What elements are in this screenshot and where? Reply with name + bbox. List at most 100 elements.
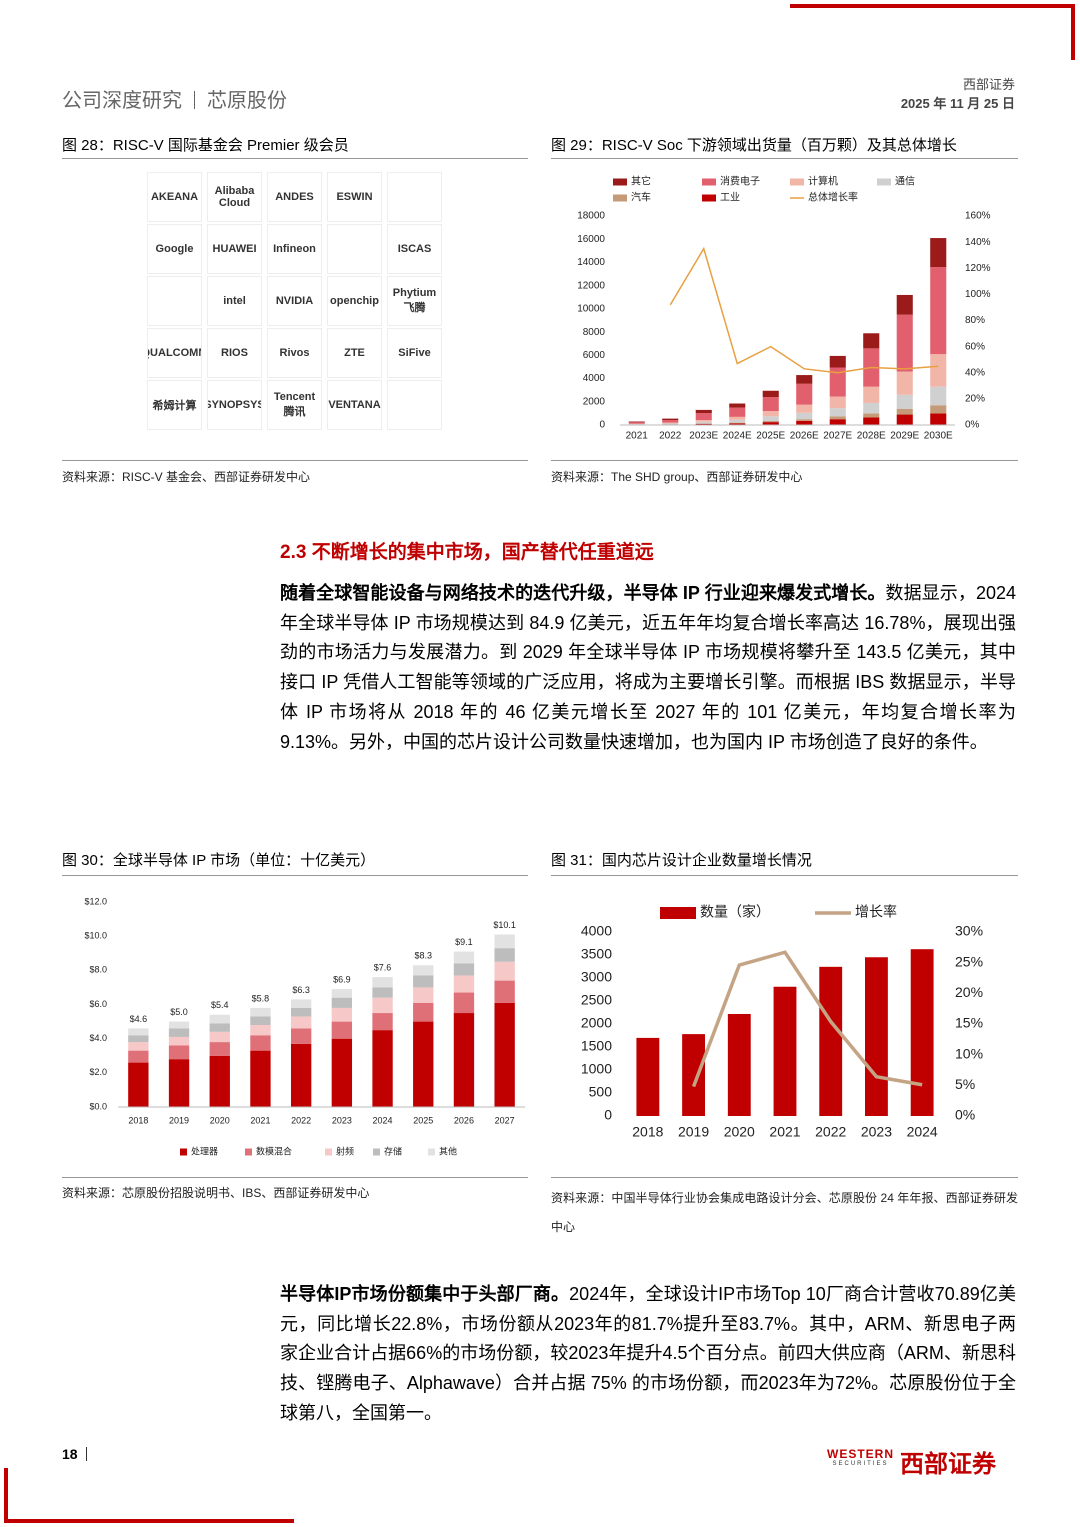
tick-label: 18000 <box>577 211 605 222</box>
bar <box>896 408 913 415</box>
bar <box>413 975 434 988</box>
legend-label: 其它 <box>631 175 651 188</box>
tick-label: 2500 <box>581 992 612 1008</box>
bar <box>250 1007 271 1017</box>
bar <box>773 986 797 1116</box>
x-tick-label: 2030E <box>924 431 953 442</box>
bar <box>628 422 645 424</box>
bar <box>695 409 712 414</box>
bar <box>453 951 475 964</box>
bar <box>695 423 712 425</box>
total-label: $5.8 <box>252 993 270 1003</box>
legend-label: 其他 <box>439 1145 457 1156</box>
x-tick-label: 2029E <box>890 431 919 442</box>
logo-cell: AKEANA <box>147 172 202 222</box>
tick-label: 500 <box>589 1084 613 1100</box>
deco-line <box>1071 4 1075 60</box>
bar <box>290 1007 312 1017</box>
legend-label: 汽车 <box>631 191 651 204</box>
x-tick-label: 2026E <box>790 431 819 442</box>
bar <box>209 1031 230 1043</box>
bar <box>796 375 813 384</box>
rule <box>551 158 1018 159</box>
x-tick-label: 2027 <box>495 1115 515 1125</box>
tick-label: 20% <box>955 984 983 1000</box>
line <box>669 246 939 374</box>
bar <box>372 1013 393 1031</box>
logo-cell: ZTE <box>327 328 382 378</box>
tick-label: $12.0 <box>84 896 107 906</box>
x-tick-label: 2025 <box>413 1115 433 1125</box>
legend-swatch <box>660 907 696 919</box>
tick-label: 2000 <box>583 396 606 407</box>
bar <box>863 402 880 414</box>
x-tick-label: 2024E <box>723 431 752 442</box>
tick-label: 4000 <box>581 923 612 939</box>
x-tick-label: 2028E <box>857 431 886 442</box>
bar <box>863 333 880 349</box>
bar <box>863 386 880 403</box>
logo-cell: Infineon <box>267 224 322 274</box>
legend-swatch <box>325 1148 332 1156</box>
x-tick-label: 2019 <box>169 1115 189 1125</box>
rule <box>551 875 1018 876</box>
tick-label: 4000 <box>583 373 606 384</box>
bar <box>209 1023 230 1032</box>
bar <box>863 417 880 425</box>
logo-cell: ISCAS <box>387 224 442 274</box>
bar <box>930 238 947 268</box>
logo-cell: openchip <box>327 276 382 326</box>
legend-swatch <box>613 178 627 186</box>
bar <box>209 1042 230 1056</box>
total-label: $5.0 <box>170 1007 188 1017</box>
bar <box>729 403 746 408</box>
legend-label: 通信 <box>895 176 915 188</box>
legend-swatch <box>790 178 804 186</box>
report-type: 公司深度研究 <box>62 90 182 112</box>
bar <box>453 963 475 976</box>
bar <box>662 422 679 424</box>
bar <box>494 934 515 949</box>
x-tick-label: 2024 <box>907 1124 938 1140</box>
header-left: 公司深度研究 芯原股份 <box>62 84 287 113</box>
tick-label: 100% <box>965 289 991 300</box>
total-label: $5.4 <box>211 1000 229 1010</box>
brand: 西部证券 <box>962 77 1015 92</box>
tick-label: 10% <box>955 1045 983 1061</box>
chart: 0 2000 4000 6000 8000 10000 12000 14000 16000 180… <box>577 175 991 442</box>
x-tick-label: 2023E <box>689 431 718 442</box>
logo-cell <box>387 172 442 222</box>
figure-source: 资料来源：中国半导体行业协会集成电路设计分会、芯原股份 24 年年报、西部证券研… <box>551 1191 1018 1234</box>
x-tick-label: 2022 <box>291 1115 311 1125</box>
tick-label: 2000 <box>581 1015 612 1031</box>
legend-swatch <box>877 178 891 186</box>
bar <box>128 1028 149 1036</box>
logo-cell: SYNOPSYS <box>207 380 262 430</box>
tick-label: 0 <box>604 1107 612 1123</box>
bar <box>930 354 947 387</box>
legend-label: 数量（家） <box>700 904 770 920</box>
bar <box>372 1030 393 1107</box>
total-label: $7.6 <box>374 963 392 973</box>
bar <box>331 1038 353 1107</box>
lead: 半导体IP市场份额集中于头部厂商。 <box>280 1284 570 1304</box>
bar <box>662 418 679 421</box>
bar <box>628 421 645 423</box>
bar <box>695 421 712 424</box>
bar <box>896 314 913 372</box>
logo-cell: Rivos <box>267 328 322 378</box>
rule <box>551 460 1018 461</box>
bar <box>729 422 746 424</box>
legend-label: 增长率 <box>855 904 897 920</box>
bar <box>796 404 813 413</box>
bar <box>896 414 913 425</box>
separator <box>194 91 195 109</box>
logo-cell: Phytium飞腾 <box>387 276 442 326</box>
bar <box>865 957 888 1116</box>
tick-label: $10.0 <box>84 931 107 941</box>
legend-label: 消费电子 <box>720 175 760 188</box>
bar <box>762 411 779 417</box>
tick-label: 3000 <box>581 969 612 985</box>
total-label: $8.3 <box>414 951 432 961</box>
